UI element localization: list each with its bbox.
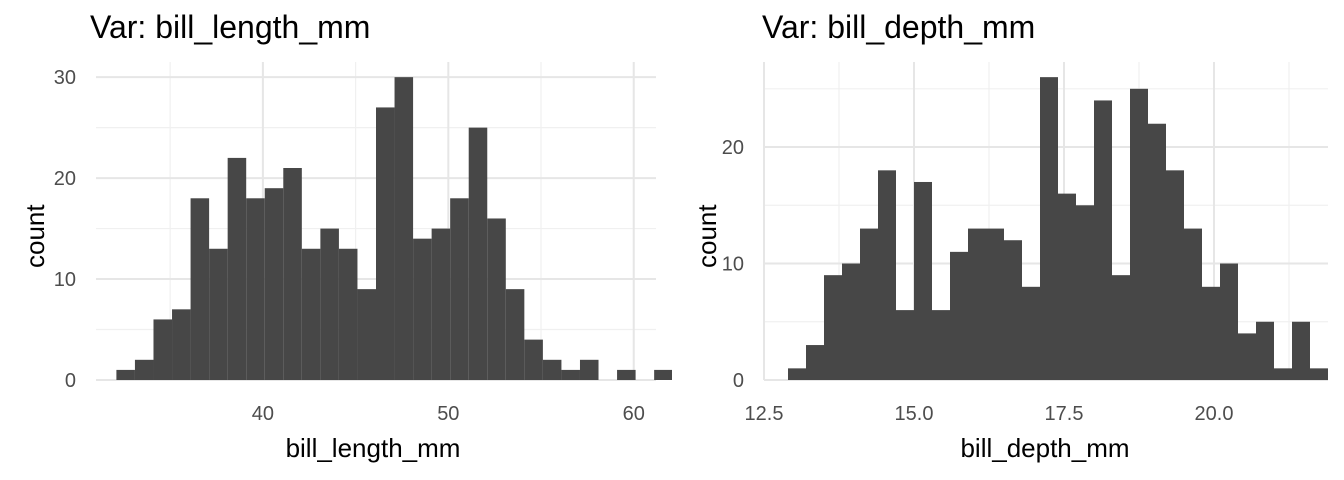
histogram-bar xyxy=(172,309,191,380)
histogram-bar xyxy=(487,218,506,380)
y-tick-label: 10 xyxy=(54,269,76,291)
histogram-bar xyxy=(116,369,135,380)
histogram-bar xyxy=(986,228,1004,380)
x-tick-label: 40 xyxy=(252,403,274,425)
histogram-bar xyxy=(1292,321,1310,380)
histogram-plot-area: 0 10 20 30 40 50 60 xyxy=(54,62,672,425)
histogram-bar xyxy=(431,228,451,380)
y-tick-label: 0 xyxy=(733,370,744,392)
histogram-bar xyxy=(1256,321,1274,380)
y-axis-label: count xyxy=(692,204,722,268)
x-axis-label: bill_length_mm xyxy=(285,433,461,463)
histogram-bar xyxy=(542,359,562,380)
histogram-bar xyxy=(1040,77,1058,381)
histogram-bar xyxy=(878,170,896,380)
histogram-bar xyxy=(617,369,636,380)
histogram-bar xyxy=(932,310,950,380)
histogram-bar xyxy=(1022,286,1040,380)
histogram-bar xyxy=(338,248,358,380)
histogram-bar xyxy=(914,181,932,380)
histogram-bar xyxy=(1058,193,1076,380)
histogram-bar xyxy=(950,251,968,380)
histogram-bar xyxy=(376,107,395,380)
x-tick-label: 20.0 xyxy=(1195,403,1234,425)
chart-title: Var: bill_length_mm xyxy=(90,9,371,45)
histogram-bar xyxy=(1004,240,1022,380)
histogram-bar xyxy=(1220,263,1238,380)
y-tick-label: 20 xyxy=(722,137,744,159)
histogram-bar xyxy=(1094,100,1112,380)
y-tick-label: 20 xyxy=(54,168,76,190)
x-tick-label: 15.0 xyxy=(895,403,934,425)
histogram-bar xyxy=(320,228,339,380)
x-axis-label: bill_depth_mm xyxy=(960,433,1130,463)
histogram-bar xyxy=(654,369,672,380)
histogram-bar xyxy=(842,263,860,380)
histogram-bar xyxy=(968,228,986,380)
histogram-bar xyxy=(1184,228,1202,380)
histogram-bar xyxy=(1112,275,1130,380)
x-tick-label: 12.5 xyxy=(745,403,784,425)
histogram-bar xyxy=(579,359,599,380)
histogram-bar xyxy=(1202,286,1220,380)
histogram-bar xyxy=(1130,88,1148,381)
y-axis-label: count xyxy=(20,204,50,268)
histogram-bar xyxy=(209,248,228,380)
histogram-panel-bill-depth: Var: bill_depth_mm 0 10 20 12.5 15.0 17.5 20.0… xyxy=(672,0,1344,480)
histogram-bar xyxy=(227,157,247,380)
histogram-bar xyxy=(561,369,580,380)
histogram-plot-area: 0 10 20 12.5 15.0 17.5 20.0 xyxy=(722,62,1328,425)
histogram-bar xyxy=(190,198,210,380)
histogram-bar xyxy=(896,310,914,380)
histogram-bar xyxy=(357,289,376,380)
histogram-bar xyxy=(134,359,154,380)
histogram-bar xyxy=(788,368,806,380)
y-tick-label: 30 xyxy=(54,67,76,89)
histogram-bar xyxy=(524,339,543,380)
x-tick-label: 60 xyxy=(623,403,645,425)
histogram-bar xyxy=(283,168,302,380)
histogram-panel-bill-length: Var: bill_length_mm 0 10 20 30 40 50 60 count … xyxy=(20,9,672,463)
histogram-bar xyxy=(824,275,842,380)
y-tick-label: 0 xyxy=(65,370,76,392)
histogram-bar xyxy=(450,198,469,380)
histogram-bar xyxy=(1310,368,1328,380)
histogram-bar xyxy=(806,345,824,380)
histogram-bar xyxy=(264,188,284,380)
histogram-bar xyxy=(1274,368,1292,380)
histogram-bar xyxy=(1076,205,1094,380)
histogram-bar xyxy=(153,319,173,380)
chart-title: Var: bill_depth_mm xyxy=(762,9,1036,45)
y-tick-label: 10 xyxy=(722,254,744,276)
histogram-bar xyxy=(394,77,414,381)
histogram-bar xyxy=(505,289,525,380)
histogram-bar xyxy=(301,248,321,380)
histogram-bar xyxy=(468,127,488,380)
histogram-bar xyxy=(860,228,878,380)
histogram-bar xyxy=(1148,123,1166,380)
x-tick-label: 50 xyxy=(437,403,459,425)
x-tick-label: 17.5 xyxy=(1045,403,1084,425)
histogram-bar xyxy=(246,198,265,380)
histogram-bar xyxy=(1238,333,1256,380)
histogram-bar xyxy=(413,238,432,380)
histogram-bar xyxy=(1166,170,1184,380)
